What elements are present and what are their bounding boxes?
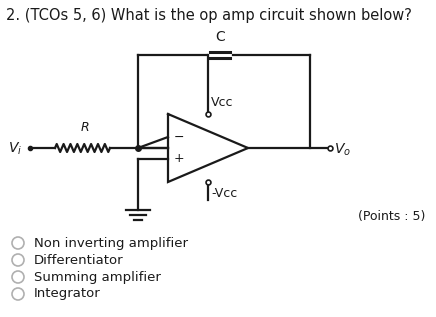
Text: Vcc: Vcc — [211, 96, 234, 109]
Text: -Vcc: -Vcc — [211, 187, 237, 200]
Text: (Points : 5): (Points : 5) — [358, 210, 425, 223]
Text: Non inverting amplifier: Non inverting amplifier — [34, 236, 188, 249]
Text: +: + — [174, 152, 184, 165]
Text: $V_i$: $V_i$ — [8, 141, 22, 157]
Text: C: C — [215, 30, 225, 44]
Text: 2. (TCOs 5, 6) What is the op amp circuit shown below?: 2. (TCOs 5, 6) What is the op amp circui… — [6, 8, 412, 23]
Text: Differentiator: Differentiator — [34, 254, 124, 267]
Text: −: − — [174, 131, 184, 144]
Text: Summing amplifier: Summing amplifier — [34, 270, 161, 283]
Text: $V_o$: $V_o$ — [334, 142, 351, 158]
Text: Integrator: Integrator — [34, 288, 101, 301]
Text: R: R — [80, 121, 89, 134]
